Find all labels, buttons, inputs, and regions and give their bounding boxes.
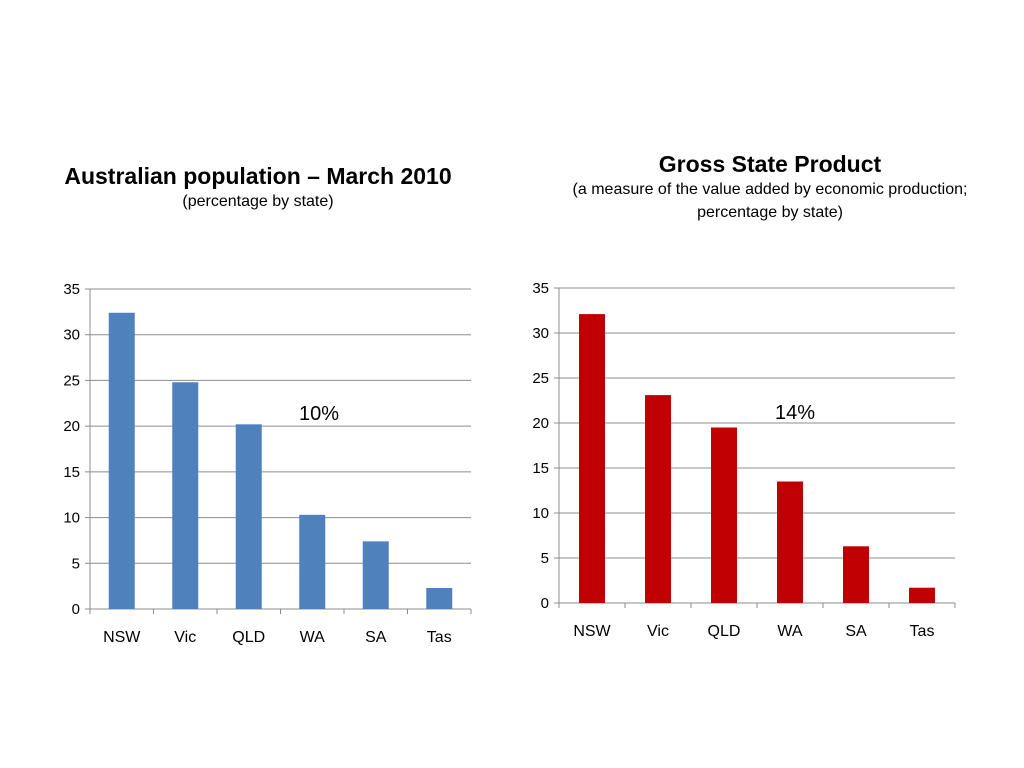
population-bar-wa [299, 514, 326, 609]
population-chart-title: Australian population – March 2010 [64, 163, 452, 189]
population-bar-qld [235, 424, 262, 609]
population-category-label: QLD [232, 629, 265, 646]
population-y-tick-label: 5 [72, 555, 80, 572]
gsp-category-label: QLD [708, 623, 741, 640]
gsp-y-tick-label: 30 [532, 325, 549, 342]
gsp-y-tick-label: 15 [532, 460, 549, 477]
population-bar-nsw [108, 312, 135, 609]
gsp-chart-title: Gross State Product [658, 151, 882, 177]
population-bar-sa [362, 541, 389, 609]
gsp-chart-subtitle-line1: (a measure of the value added by economi… [572, 181, 968, 198]
population-y-tick-label: 35 [63, 281, 80, 298]
gsp-bar-tas [909, 587, 935, 603]
population-y-tick-label: 15 [63, 464, 80, 481]
gsp-chart-title-block: Gross State Product (a measure of the va… [520, 150, 1020, 224]
gsp-category-label: Tas [910, 623, 935, 640]
gsp-chart-subtitle-line2: percentage by state) [697, 204, 843, 221]
gsp-y-tick-label: 20 [532, 415, 549, 432]
population-y-tick-label: 0 [72, 601, 80, 618]
gsp-bar-wa [777, 481, 803, 603]
gsp-category-label: WA [777, 623, 803, 640]
gsp-y-tick-label: 10 [532, 505, 549, 522]
gsp-y-tick-label: 25 [532, 370, 549, 387]
gsp-y-tick-label: 0 [541, 595, 549, 612]
population-bar-vic [172, 382, 199, 609]
gsp-category-label: NSW [573, 623, 611, 640]
population-y-tick-label: 20 [63, 418, 80, 435]
population-y-tick-label: 25 [63, 372, 80, 389]
population-chart-title-block: Australian population – March 2010 (perc… [28, 162, 488, 213]
population-category-label: SA [365, 629, 387, 646]
population-category-label: WA [300, 629, 326, 646]
population-y-tick-label: 10 [63, 510, 80, 527]
gsp-category-label: Vic [647, 623, 669, 640]
population-category-label: Tas [427, 629, 452, 646]
gsp-y-tick-label: 35 [532, 280, 549, 297]
population-category-label: Vic [174, 629, 196, 646]
population-category-label: NSW [103, 629, 141, 646]
gsp-annotation: 14% [775, 402, 815, 424]
gsp-bar-vic [645, 395, 671, 603]
population-y-tick-label: 30 [63, 327, 80, 344]
gsp-y-tick-label: 5 [541, 550, 549, 567]
gsp-bar-nsw [579, 314, 605, 603]
population-annotation: 10% [299, 403, 339, 425]
gsp-bar-qld [711, 427, 737, 603]
gsp-bar-sa [843, 546, 869, 603]
gsp-category-label: SA [845, 623, 867, 640]
population-chart-subtitle: (percentage by state) [182, 193, 334, 210]
population-bar-tas [426, 587, 453, 609]
